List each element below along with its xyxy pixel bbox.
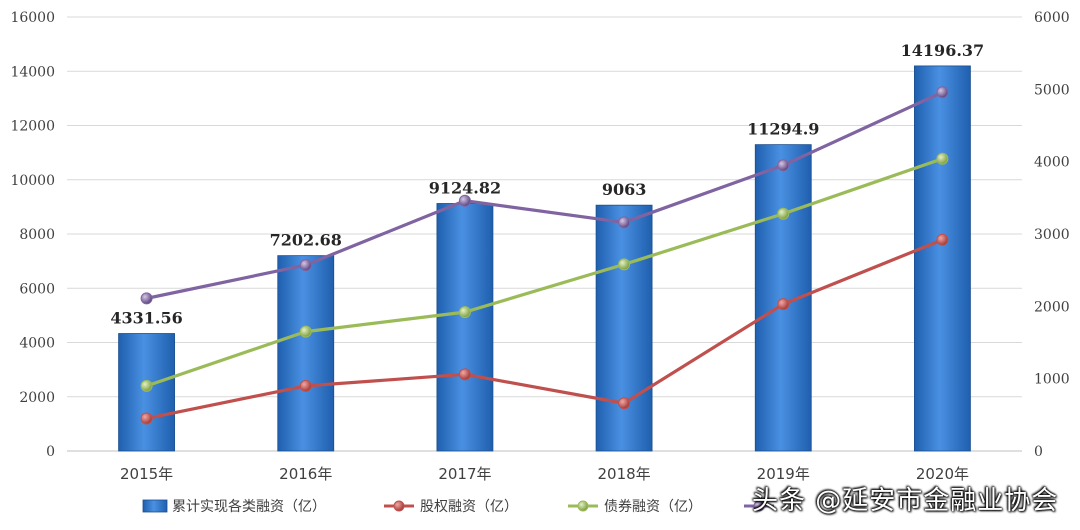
series-point xyxy=(299,325,312,338)
left-tick-label: 10000 xyxy=(10,173,55,189)
bar xyxy=(595,204,653,452)
x-tick-label: 2020年 xyxy=(916,465,969,483)
bar xyxy=(118,333,175,452)
series-point xyxy=(618,258,631,271)
legend-marker xyxy=(753,500,765,512)
left-tick-label: 12000 xyxy=(10,119,55,135)
legend-marker xyxy=(577,500,589,512)
lines xyxy=(140,86,949,425)
series-point xyxy=(140,292,153,305)
legend-bar-swatch xyxy=(142,499,168,513)
left-tick-label: 14000 xyxy=(10,64,55,80)
bars xyxy=(118,65,971,452)
left-tick-label: 16000 xyxy=(10,10,55,26)
bar xyxy=(277,255,335,452)
series-point xyxy=(777,159,790,172)
series-point xyxy=(140,412,153,425)
series-point xyxy=(140,379,153,392)
bar-data-label: 7202.68 xyxy=(270,231,342,250)
series-point xyxy=(458,368,471,381)
right-tick-label: 1000 xyxy=(1034,372,1070,388)
watermark-text: 头条 @延安市金融业协会 xyxy=(752,486,1059,516)
series-line xyxy=(144,90,945,300)
legend-label: 股权融资（亿） xyxy=(420,499,518,515)
bar-data-label: 4331.56 xyxy=(110,309,182,328)
series-point xyxy=(777,298,790,311)
x-tick-label: 2017年 xyxy=(438,465,491,483)
left-tick-label: 8000 xyxy=(19,227,55,243)
series-point xyxy=(299,259,312,272)
legend-marker xyxy=(393,500,405,512)
left-tick-label: 4000 xyxy=(19,336,55,352)
series-point xyxy=(299,379,312,392)
bar xyxy=(914,65,971,452)
x-tick-label: 2018年 xyxy=(597,465,650,483)
x-tick-label: 2016年 xyxy=(279,465,332,483)
series-line xyxy=(144,157,945,388)
legend: 累计实现各类融资（亿） 股权融资（亿） 债券融资（亿） xyxy=(142,499,774,515)
series-point xyxy=(777,207,790,220)
x-axis: 2015年 2016年 2017年 2018年 2019年 2020年 xyxy=(120,465,969,483)
x-tick-label: 2019年 xyxy=(757,465,810,483)
x-tick-label: 2015年 xyxy=(120,465,173,483)
series-point xyxy=(936,86,949,99)
bar-data-label: 9124.82 xyxy=(429,178,501,197)
series-point xyxy=(936,233,949,246)
left-tick-label: 6000 xyxy=(19,281,55,297)
right-tick-label: 2000 xyxy=(1034,299,1070,315)
left-tick-label: 2000 xyxy=(19,390,55,406)
right-tick-label: 6000 xyxy=(1034,10,1070,26)
left-axis: 0 2000 4000 6000 8000 10000 12000 14000 16000 xyxy=(10,10,55,460)
data-labels: 4331.56 7202.68 9124.82 9063 11294.9 14196.37 xyxy=(110,41,984,328)
bar-data-label: 9063 xyxy=(602,180,647,199)
legend-label: 累计实现各类融资（亿） xyxy=(172,499,326,515)
series-point xyxy=(618,397,631,410)
right-axis: 0 1000 2000 3000 4000 5000 6000 xyxy=(1034,10,1070,460)
series-point xyxy=(618,216,631,229)
gridlines xyxy=(67,16,1022,452)
bar-data-label: 11294.9 xyxy=(747,120,819,139)
right-tick-label: 4000 xyxy=(1034,155,1070,171)
series-line xyxy=(144,238,945,421)
series-point xyxy=(458,194,471,207)
right-tick-label: 3000 xyxy=(1034,227,1070,243)
series-point xyxy=(458,306,471,319)
right-tick-label: 0 xyxy=(1034,444,1043,460)
legend-label: 债券融资（亿） xyxy=(604,499,702,515)
bar xyxy=(436,203,494,452)
left-tick-label: 0 xyxy=(46,444,55,460)
bar-data-label: 14196.37 xyxy=(901,41,985,60)
right-tick-label: 5000 xyxy=(1034,82,1070,98)
series-point xyxy=(936,152,949,165)
